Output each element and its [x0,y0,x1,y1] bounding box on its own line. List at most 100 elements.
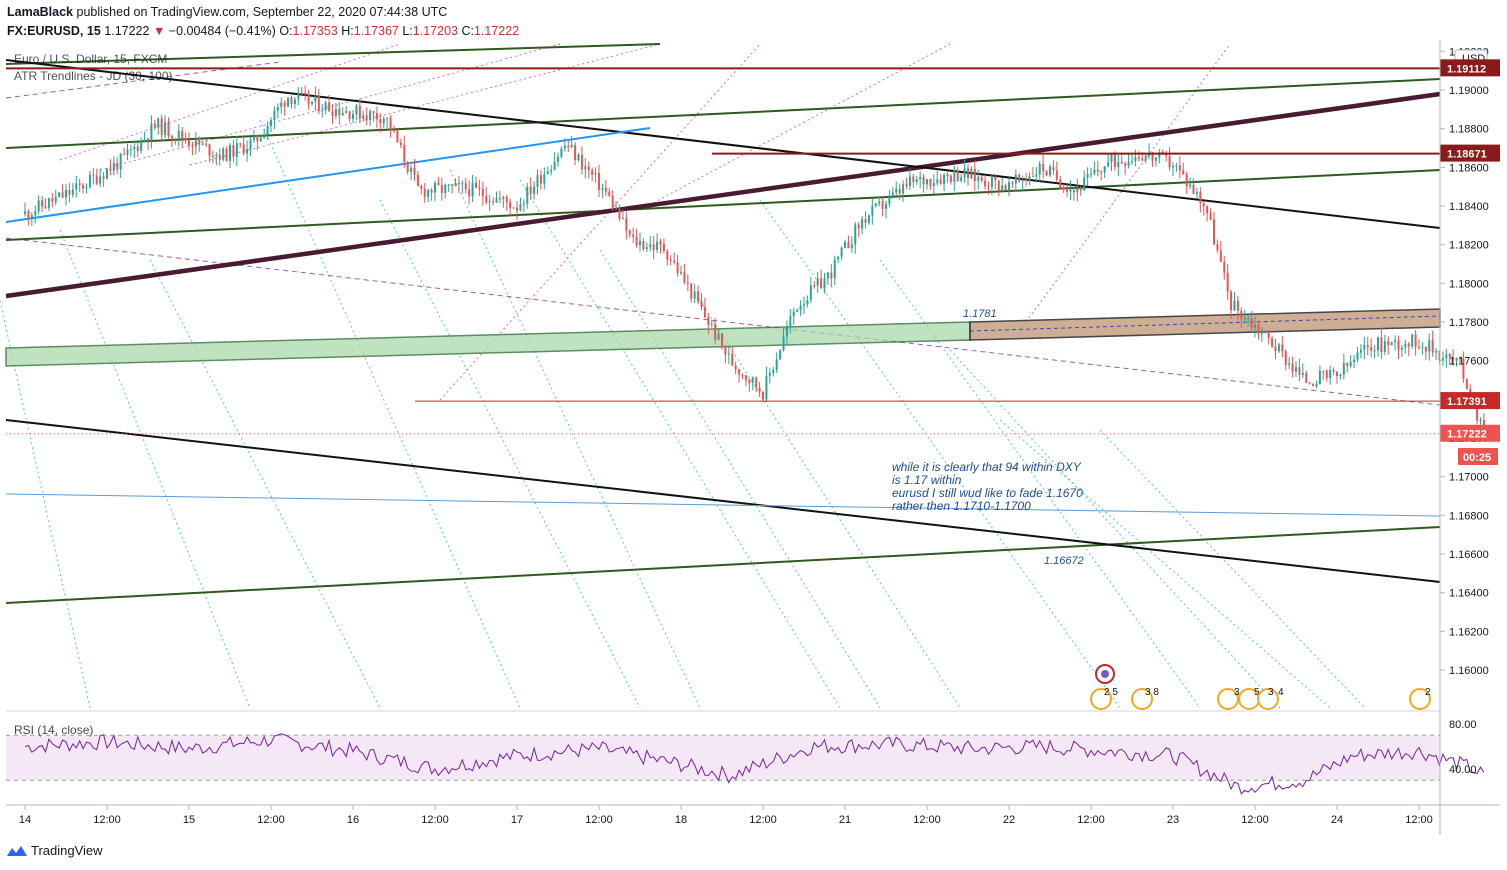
candle-body [177,130,180,139]
candle-body [352,114,354,119]
candle-body [505,197,508,203]
candle-body [27,211,30,219]
candle-body [1435,350,1438,353]
candle-body [386,117,389,119]
main-pane-bg [6,44,1440,708]
candle-body [263,134,266,138]
us-flag-icon[interactable] [1090,688,1112,710]
candle-body [967,168,969,179]
candle-body [902,184,905,194]
price-chart[interactable]: Euro / U.S. Dollar, 15, FXCM ATR Trendli… [0,0,1507,840]
trendline[interactable] [5,78,1441,149]
candle-body [1288,363,1291,365]
price-tick-label: 1.18200 [1449,240,1489,252]
candle-body [1363,345,1366,350]
candle-body [399,142,402,145]
candle-body [1373,350,1376,352]
candle-body [112,162,115,171]
trendline[interactable] [5,91,1441,299]
candle-body [232,145,235,157]
candle-body [864,219,867,223]
candle-body [960,177,963,181]
candle-body [840,247,843,257]
candle-body [181,130,184,139]
event-label-4: 5 [1254,687,1260,698]
price-tick-label: 1.16800 [1449,510,1489,522]
candle-body [1400,347,1403,350]
candle-body [803,304,805,306]
candle-body [423,188,426,197]
candle-body [99,176,102,184]
candle-body [878,201,881,204]
us-flag-icon[interactable] [1409,688,1431,710]
candle-body [1264,331,1267,334]
candle-body [270,120,272,126]
candle-body [1202,203,1205,207]
candle-body [895,188,898,193]
candle-body [1295,367,1297,372]
candle-body [741,374,744,376]
candle-body [1216,244,1219,251]
price-tag [1440,144,1500,162]
candle-body [259,137,262,142]
candle-body [1069,189,1072,192]
candle-body [1274,346,1277,352]
candle-body [1291,363,1294,372]
candle-body [481,189,484,197]
candle-body [229,145,231,161]
candle-body [153,123,156,128]
candle-body [977,176,980,182]
candle-body [929,179,932,187]
dashed-trendline [5,237,1441,406]
candle-body [1001,185,1004,191]
candle-body [1455,358,1458,361]
author-name[interactable]: LamaBlack [7,5,74,19]
candle-body [222,148,225,160]
candle-body [1346,362,1349,367]
candle-body [1476,401,1479,421]
price-change: −0.00484 (−0.41%) [168,24,276,38]
time-tick-label: 12:00 [749,814,777,826]
footer-brand[interactable]: TradingView [7,843,103,858]
atr-band-line [999,419,1331,709]
candle-body [963,168,966,178]
candle-body [1349,362,1352,367]
price-tick-label: 1.18000 [1449,278,1489,290]
trendline[interactable] [5,169,1441,241]
candle-body [560,148,563,157]
trendline[interactable] [5,526,1441,604]
candle-body [379,119,382,124]
candle-body [184,138,187,141]
trendline[interactable] [5,43,661,65]
candle-body [471,182,474,197]
candle-body [246,149,249,154]
symbol-label: FX:EURUSD, 15 [7,24,101,38]
us-flag-icon[interactable] [1257,688,1279,710]
candle-body [293,99,296,105]
trendline[interactable] [5,127,651,223]
us-flag-icon[interactable] [1131,688,1153,710]
close-value: 1.17222 [473,24,520,38]
time-tick-label: 12:00 [1405,814,1433,826]
candle-body [492,201,495,203]
price-axis[interactable]: 1.192001.190001.188001.186001.184001.182… [1440,46,1489,677]
time-axis[interactable]: 14 12:00 15 12:00 16 12:00 17 12:00 18 12:00 21 12:… [19,805,1433,826]
candle-body [1397,340,1400,350]
candle-body [707,317,710,325]
time-tick-label: 12:00 [585,814,613,826]
high-label: H: [341,24,354,38]
candle-body [1219,250,1222,262]
candle-body [820,278,823,289]
candle-body [170,136,173,139]
atr-band-line [699,299,961,709]
candle-body [1414,334,1417,348]
candle-body [1178,165,1181,171]
candle-body [765,375,768,400]
candle-body [147,138,149,141]
candle-body [826,272,829,279]
candle-body [106,168,108,179]
candle-body [1353,359,1356,363]
candle-body [1301,372,1304,375]
trendline[interactable] [5,419,1441,583]
trendline[interactable] [5,493,1441,517]
